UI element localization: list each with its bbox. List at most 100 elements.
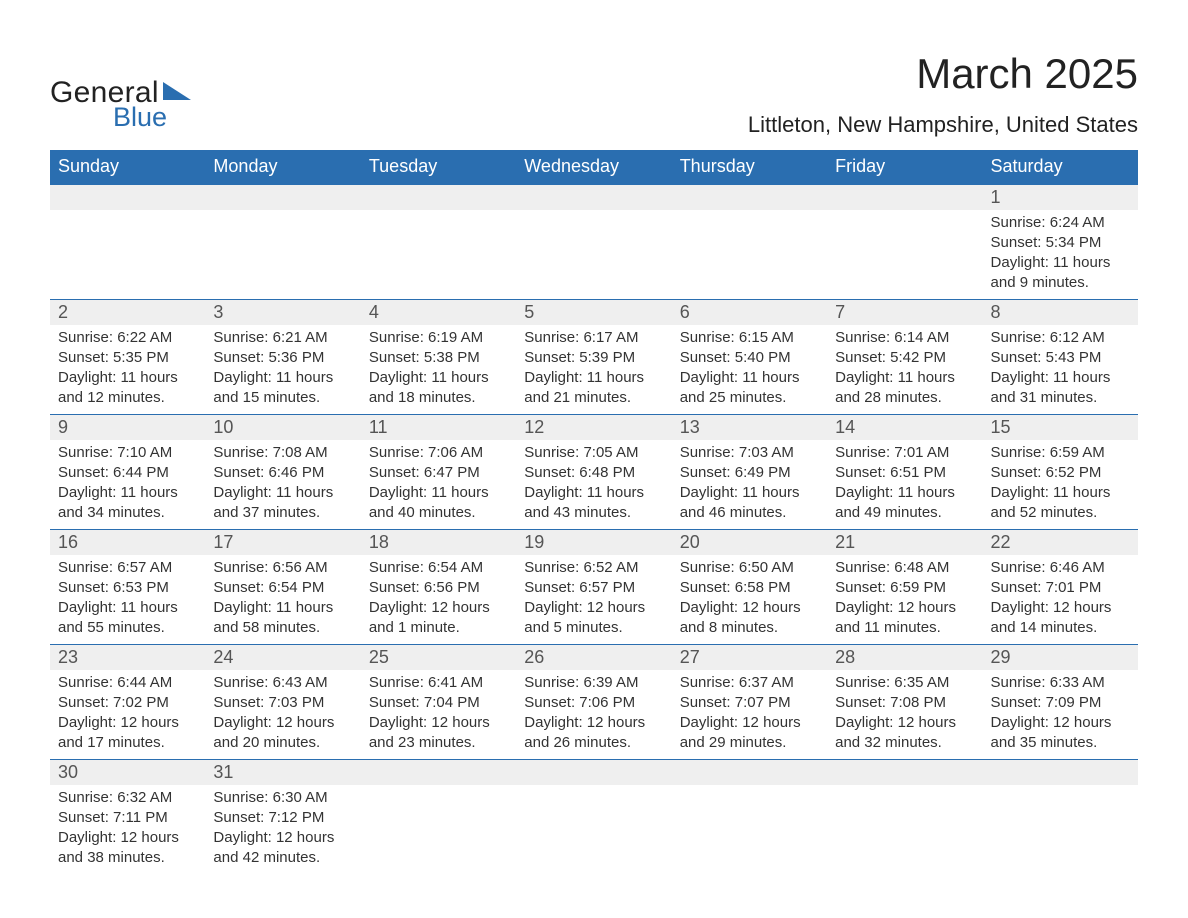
weekday-header: Monday <box>205 150 360 184</box>
day-details-cell: Sunrise: 6:35 AMSunset: 7:08 PMDaylight:… <box>827 670 982 760</box>
day-cell: 25 <box>361 644 516 670</box>
day-details: Sunrise: 6:56 AMSunset: 6:54 PMDaylight:… <box>205 555 360 644</box>
day-details: Sunrise: 7:03 AMSunset: 6:49 PMDaylight:… <box>672 440 827 529</box>
sunset-text: Sunset: 6:44 PM <box>58 463 197 483</box>
day-details: Sunrise: 7:01 AMSunset: 6:51 PMDaylight:… <box>827 440 982 529</box>
day-details-cell: Sunrise: 6:32 AMSunset: 7:11 PMDaylight:… <box>50 785 205 874</box>
day-details-cell: Sunrise: 6:14 AMSunset: 5:42 PMDaylight:… <box>827 325 982 415</box>
daylight1-text: Daylight: 11 hours <box>680 368 819 388</box>
daylight2-text: and 42 minutes. <box>213 848 352 868</box>
sunset-text: Sunset: 6:47 PM <box>369 463 508 483</box>
daylight2-text: and 12 minutes. <box>58 388 197 408</box>
day-details-cell: Sunrise: 6:15 AMSunset: 5:40 PMDaylight:… <box>672 325 827 415</box>
daylight2-text: and 5 minutes. <box>524 618 663 638</box>
day-number: 14 <box>827 415 982 440</box>
day-cell: 1 <box>983 184 1138 210</box>
sunset-text: Sunset: 7:01 PM <box>991 578 1130 598</box>
daylight2-text: and 8 minutes. <box>680 618 819 638</box>
day-number: 26 <box>516 645 671 670</box>
day-details: Sunrise: 6:24 AMSunset: 5:34 PMDaylight:… <box>983 210 1138 299</box>
day-details: Sunrise: 7:05 AMSunset: 6:48 PMDaylight:… <box>516 440 671 529</box>
day-number: 19 <box>516 530 671 555</box>
sunrise-text: Sunrise: 6:46 AM <box>991 558 1130 578</box>
weekday-header: Sunday <box>50 150 205 184</box>
day-cell: 4 <box>361 299 516 325</box>
sunset-text: Sunset: 6:53 PM <box>58 578 197 598</box>
daylight1-text: Daylight: 11 hours <box>991 368 1130 388</box>
sunrise-text: Sunrise: 6:33 AM <box>991 673 1130 693</box>
details-row: Sunrise: 6:57 AMSunset: 6:53 PMDaylight:… <box>50 555 1138 645</box>
sunset-text: Sunset: 6:59 PM <box>835 578 974 598</box>
sunrise-text: Sunrise: 6:22 AM <box>58 328 197 348</box>
sunrise-text: Sunrise: 6:17 AM <box>524 328 663 348</box>
sunset-text: Sunset: 5:43 PM <box>991 348 1130 368</box>
day-number: 4 <box>361 300 516 325</box>
location-subtitle: Littleton, New Hampshire, United States <box>748 112 1138 138</box>
day-number: 9 <box>50 415 205 440</box>
daylight1-text: Daylight: 11 hours <box>369 368 508 388</box>
day-cell <box>361 759 516 785</box>
sunrise-text: Sunrise: 6:32 AM <box>58 788 197 808</box>
day-number: 18 <box>361 530 516 555</box>
sunset-text: Sunset: 5:42 PM <box>835 348 974 368</box>
daylight1-text: Daylight: 12 hours <box>369 713 508 733</box>
day-cell <box>516 759 671 785</box>
day-cell: 30 <box>50 759 205 785</box>
day-details-cell: Sunrise: 6:22 AMSunset: 5:35 PMDaylight:… <box>50 325 205 415</box>
day-details: Sunrise: 6:17 AMSunset: 5:39 PMDaylight:… <box>516 325 671 414</box>
daylight2-text: and 20 minutes. <box>213 733 352 753</box>
day-details-cell <box>50 210 205 300</box>
sunset-text: Sunset: 6:49 PM <box>680 463 819 483</box>
sunrise-text: Sunrise: 6:39 AM <box>524 673 663 693</box>
day-cell: 26 <box>516 644 671 670</box>
daylight1-text: Daylight: 11 hours <box>369 483 508 503</box>
day-number: 10 <box>205 415 360 440</box>
day-number: 22 <box>983 530 1138 555</box>
day-number: 6 <box>672 300 827 325</box>
sunset-text: Sunset: 5:40 PM <box>680 348 819 368</box>
sunset-text: Sunset: 6:51 PM <box>835 463 974 483</box>
day-number: 25 <box>361 645 516 670</box>
daylight1-text: Daylight: 12 hours <box>991 713 1130 733</box>
sunrise-text: Sunrise: 7:05 AM <box>524 443 663 463</box>
day-number: 2 <box>50 300 205 325</box>
day-details-cell: Sunrise: 6:12 AMSunset: 5:43 PMDaylight:… <box>983 325 1138 415</box>
daylight1-text: Daylight: 11 hours <box>524 368 663 388</box>
weekday-header: Saturday <box>983 150 1138 184</box>
day-number: 8 <box>983 300 1138 325</box>
daylight2-text: and 40 minutes. <box>369 503 508 523</box>
sunset-text: Sunset: 7:09 PM <box>991 693 1130 713</box>
sunset-text: Sunset: 7:03 PM <box>213 693 352 713</box>
weekday-header: Friday <box>827 150 982 184</box>
day-cell: 31 <box>205 759 360 785</box>
details-row: Sunrise: 6:44 AMSunset: 7:02 PMDaylight:… <box>50 670 1138 760</box>
day-details-cell: Sunrise: 6:21 AMSunset: 5:36 PMDaylight:… <box>205 325 360 415</box>
daylight2-text: and 35 minutes. <box>991 733 1130 753</box>
day-details-cell <box>983 785 1138 874</box>
daylight2-text: and 26 minutes. <box>524 733 663 753</box>
daylight2-text: and 1 minute. <box>369 618 508 638</box>
day-cell: 5 <box>516 299 671 325</box>
day-cell: 9 <box>50 414 205 440</box>
logo-triangle-icon <box>163 82 191 105</box>
sunrise-text: Sunrise: 6:12 AM <box>991 328 1130 348</box>
daylight2-text: and 18 minutes. <box>369 388 508 408</box>
day-details: Sunrise: 6:32 AMSunset: 7:11 PMDaylight:… <box>50 785 205 874</box>
day-cell: 15 <box>983 414 1138 440</box>
day-details: Sunrise: 6:19 AMSunset: 5:38 PMDaylight:… <box>361 325 516 414</box>
sunrise-text: Sunrise: 6:35 AM <box>835 673 974 693</box>
day-details: Sunrise: 6:57 AMSunset: 6:53 PMDaylight:… <box>50 555 205 644</box>
day-details: Sunrise: 6:37 AMSunset: 7:07 PMDaylight:… <box>672 670 827 759</box>
day-number: 21 <box>827 530 982 555</box>
day-details-cell: Sunrise: 6:33 AMSunset: 7:09 PMDaylight:… <box>983 670 1138 760</box>
day-details: Sunrise: 6:22 AMSunset: 5:35 PMDaylight:… <box>50 325 205 414</box>
daylight1-text: Daylight: 12 hours <box>369 598 508 618</box>
sunrise-text: Sunrise: 6:24 AM <box>991 213 1130 233</box>
day-number: 17 <box>205 530 360 555</box>
daylight1-text: Daylight: 12 hours <box>213 713 352 733</box>
day-cell <box>361 184 516 210</box>
daynum-row: 23242526272829 <box>50 644 1138 670</box>
sunset-text: Sunset: 5:39 PM <box>524 348 663 368</box>
day-details-cell <box>827 210 982 300</box>
daylight1-text: Daylight: 11 hours <box>835 368 974 388</box>
